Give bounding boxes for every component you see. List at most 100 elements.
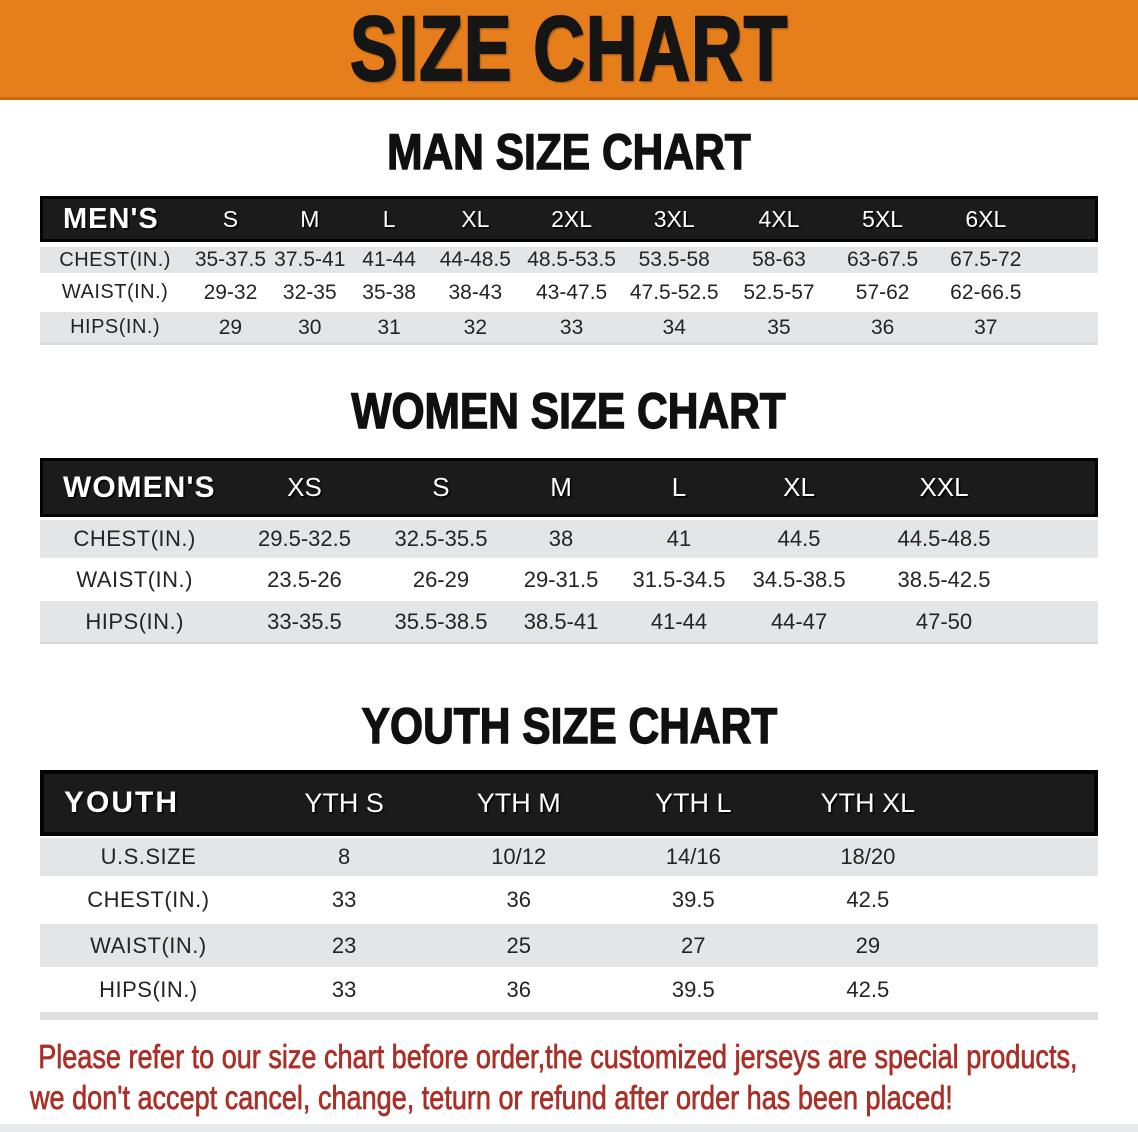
measurement-value: 57-62 xyxy=(831,273,934,312)
measurement-value: 38-43 xyxy=(429,273,522,312)
filler-cell xyxy=(955,876,1098,924)
column-header: XL xyxy=(738,458,860,517)
measurement-value: 32-35 xyxy=(270,273,349,312)
measurement-value: 47-50 xyxy=(859,601,1029,644)
measurement-value: 18/20 xyxy=(780,836,956,876)
column-header: 5XL xyxy=(831,196,934,242)
measurement-value: 35-37.5 xyxy=(190,242,271,273)
man-size-chart-section: MAN SIZE CHART MEN'S S M L XL 2XL 3XL 4XL 5XL 6XL… xyxy=(0,123,1138,345)
measurement-value: 33 xyxy=(521,312,622,345)
man-chart-heading: MAN SIZE CHART xyxy=(0,123,1138,180)
column-header: XXL xyxy=(859,458,1029,517)
measurement-value: 62-66.5 xyxy=(933,273,1038,312)
measurement-value: 33-35.5 xyxy=(229,601,380,644)
row-label: CHEST(IN.) xyxy=(40,242,191,273)
measurement-value: 14/16 xyxy=(606,836,781,876)
filler-cell xyxy=(955,836,1098,876)
measurement-value: 44-48.5 xyxy=(429,242,522,273)
measurement-value: 38.5-42.5 xyxy=(859,558,1029,601)
measurement-value: 35-38 xyxy=(348,273,430,312)
measurement-value: 36 xyxy=(431,876,606,924)
measurement-value: 23.5-26 xyxy=(229,558,380,601)
filler-cell xyxy=(1037,273,1098,312)
measurement-value: 44.5-48.5 xyxy=(859,517,1029,558)
filler-cell xyxy=(1037,312,1098,345)
measurement-value: 41-44 xyxy=(619,601,739,644)
row-label: WAIST(IN.) xyxy=(40,273,191,312)
measurement-value: 39.5 xyxy=(606,876,781,924)
column-header: 3XL xyxy=(621,196,727,242)
table-header-row: WOMEN'S XS S M L XL XXL xyxy=(40,458,1098,517)
measurement-value: 31.5-34.5 xyxy=(619,558,739,601)
row-label: WAIST(IN.) xyxy=(40,558,230,601)
table-row: CHEST(IN.) 35-37.5 37.5-41 41-44 44-48.5 48.5… xyxy=(40,242,1098,273)
measurement-value: 41-44 xyxy=(348,242,430,273)
youth-size-chart-section: YOUTH SIZE CHART YOUTH YTH S YTH M YTH L YTH… xyxy=(0,697,1138,1020)
measurement-value: 44-47 xyxy=(738,601,860,644)
group-label: MEN'S xyxy=(40,196,191,242)
youth-chart-heading-text: YOUTH SIZE CHART xyxy=(361,697,778,754)
disclaimer-line1: Please refer to our size chart before or… xyxy=(38,1038,1078,1076)
group-label: WOMEN'S xyxy=(40,458,230,517)
row-label: WAIST(IN.) xyxy=(40,924,257,967)
measurement-value: 31 xyxy=(348,312,430,345)
disclaimer: Please refer to our size chart before or… xyxy=(0,1036,1138,1118)
column-header: 4XL xyxy=(726,196,832,242)
measurement-value: 42.5 xyxy=(780,876,956,924)
filler-cell xyxy=(1037,242,1098,273)
measurement-value: 67.5-72 xyxy=(933,242,1038,273)
measurement-value: 34.5-38.5 xyxy=(738,558,860,601)
column-header: YTH M xyxy=(431,770,606,836)
measurement-value: 23 xyxy=(256,924,432,967)
row-label: HIPS(IN.) xyxy=(40,312,191,345)
table-row: HIPS(IN.) 33 36 39.5 42.5 xyxy=(40,967,1098,1020)
filler-cell xyxy=(955,770,1098,836)
measurement-value: 43-47.5 xyxy=(521,273,622,312)
measurement-value: 26-29 xyxy=(379,558,503,601)
image-bottom-edge xyxy=(0,1124,1138,1132)
filler-cell xyxy=(955,967,1098,1020)
column-header: XL xyxy=(429,196,522,242)
measurement-value: 10/12 xyxy=(431,836,606,876)
filler-cell xyxy=(1028,601,1098,644)
column-header: YTH L xyxy=(606,770,781,836)
table-header-row: MEN'S S M L XL 2XL 3XL 4XL 5XL 6XL xyxy=(40,196,1098,242)
table-header-row: YOUTH YTH S YTH M YTH L YTH XL xyxy=(40,770,1098,836)
measurement-value: 44.5 xyxy=(738,517,860,558)
measurement-value: 42.5 xyxy=(780,967,956,1020)
banner-title: SIZE CHART xyxy=(349,0,789,100)
measurement-value: 29.5-32.5 xyxy=(229,517,380,558)
table-row: WAIST(IN.) 23 25 27 29 xyxy=(40,924,1098,967)
measurement-value: 25 xyxy=(431,924,606,967)
measurement-value: 33 xyxy=(256,967,432,1020)
filler-cell xyxy=(1028,558,1098,601)
measurement-value: 58-63 xyxy=(726,242,832,273)
row-label: HIPS(IN.) xyxy=(40,601,230,644)
measurement-value: 52.5-57 xyxy=(726,273,832,312)
youth-size-table: YOUTH YTH S YTH M YTH L YTH XL U.S.SIZE 8 10/12… xyxy=(40,770,1098,1020)
column-header: L xyxy=(348,196,430,242)
measurement-value: 35 xyxy=(726,312,832,345)
column-header: XS xyxy=(229,458,380,517)
row-label: HIPS(IN.) xyxy=(40,967,257,1020)
filler-cell xyxy=(1037,196,1098,242)
measurement-value: 37.5-41 xyxy=(270,242,349,273)
column-header: S xyxy=(379,458,503,517)
measurement-value: 48.5-53.5 xyxy=(521,242,622,273)
column-header: S xyxy=(190,196,271,242)
measurement-value: 63-67.5 xyxy=(831,242,934,273)
column-header: L xyxy=(619,458,739,517)
column-header: M xyxy=(502,458,620,517)
measurement-value: 39.5 xyxy=(606,967,781,1020)
measurement-value: 36 xyxy=(831,312,934,345)
row-label: CHEST(IN.) xyxy=(40,876,257,924)
measurement-value: 37 xyxy=(933,312,1038,345)
men-size-table: MEN'S S M L XL 2XL 3XL 4XL 5XL 6XL CHEST(IN.) 35-37… xyxy=(40,196,1098,345)
row-label: U.S.SIZE xyxy=(40,836,257,876)
table-row: HIPS(IN.) 33-35.5 35.5-38.5 38.5-41 41-44 44-… xyxy=(40,601,1098,644)
group-label: YOUTH xyxy=(40,770,257,836)
measurement-value: 30 xyxy=(270,312,349,345)
table-row: HIPS(IN.) 29 30 31 32 33 34 35 36 37 xyxy=(40,312,1098,345)
youth-chart-heading: YOUTH SIZE CHART xyxy=(0,697,1138,754)
disclaimer-line2: we don't accept cancel, change, teturn o… xyxy=(30,1079,953,1117)
